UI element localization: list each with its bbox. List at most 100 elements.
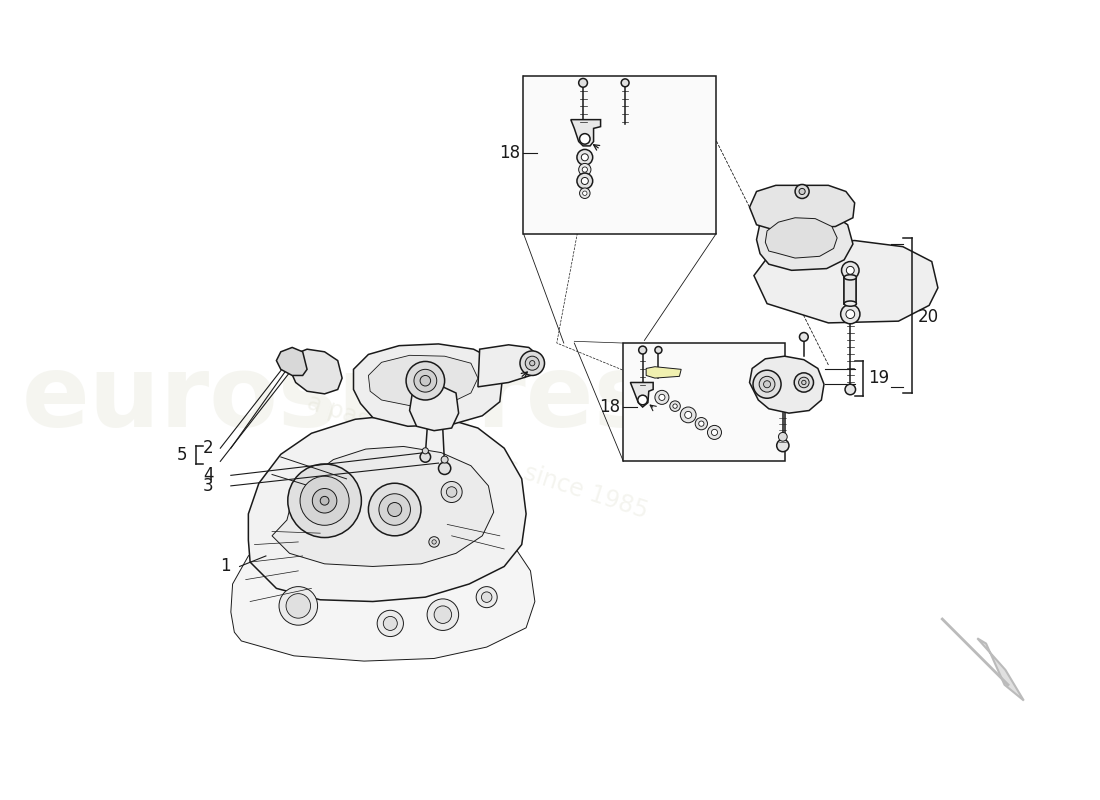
Circle shape <box>695 418 707 430</box>
Bar <box>624 343 785 462</box>
Text: 3: 3 <box>202 477 213 495</box>
Text: 20: 20 <box>917 308 939 326</box>
Circle shape <box>429 537 439 547</box>
Polygon shape <box>749 186 855 229</box>
Circle shape <box>638 395 648 405</box>
Circle shape <box>420 452 430 462</box>
Circle shape <box>286 594 310 618</box>
Polygon shape <box>571 120 601 146</box>
Circle shape <box>763 381 771 388</box>
Circle shape <box>576 150 593 165</box>
Polygon shape <box>646 366 681 378</box>
Circle shape <box>320 496 329 505</box>
Circle shape <box>378 494 410 526</box>
Circle shape <box>420 375 430 386</box>
Circle shape <box>383 617 397 630</box>
Polygon shape <box>766 218 837 258</box>
Polygon shape <box>754 241 938 323</box>
Circle shape <box>582 167 587 172</box>
Circle shape <box>422 448 428 454</box>
Circle shape <box>579 163 591 176</box>
Circle shape <box>799 378 810 388</box>
Circle shape <box>799 189 805 194</box>
Circle shape <box>659 394 666 401</box>
Circle shape <box>441 456 448 463</box>
Circle shape <box>779 433 788 441</box>
Circle shape <box>377 610 404 637</box>
Circle shape <box>447 486 456 498</box>
Polygon shape <box>757 207 852 270</box>
Polygon shape <box>477 345 541 387</box>
Text: 18: 18 <box>598 398 620 416</box>
Circle shape <box>432 540 437 544</box>
Polygon shape <box>288 349 342 394</box>
Text: 18: 18 <box>499 144 520 162</box>
Circle shape <box>684 411 692 418</box>
Bar <box>524 76 716 234</box>
Polygon shape <box>276 347 307 375</box>
Circle shape <box>525 356 539 370</box>
Circle shape <box>279 586 318 625</box>
Ellipse shape <box>844 301 857 306</box>
Circle shape <box>842 262 859 279</box>
Text: 4: 4 <box>202 466 213 484</box>
Text: a passion for parts since 1985: a passion for parts since 1985 <box>305 390 651 523</box>
Circle shape <box>434 606 452 623</box>
Text: 5: 5 <box>176 446 187 464</box>
Circle shape <box>654 390 669 404</box>
Circle shape <box>312 489 337 513</box>
Polygon shape <box>409 387 459 430</box>
Circle shape <box>406 362 444 400</box>
Text: 2: 2 <box>202 439 213 457</box>
Circle shape <box>840 305 860 324</box>
Circle shape <box>300 476 349 526</box>
Circle shape <box>439 462 451 474</box>
Circle shape <box>581 178 589 185</box>
Circle shape <box>288 464 362 538</box>
Circle shape <box>414 370 437 392</box>
Polygon shape <box>749 356 824 413</box>
Circle shape <box>754 370 781 398</box>
Circle shape <box>802 380 806 385</box>
Circle shape <box>846 310 855 318</box>
Circle shape <box>680 407 696 422</box>
Circle shape <box>777 439 789 452</box>
Circle shape <box>673 404 678 408</box>
Polygon shape <box>368 355 477 406</box>
Circle shape <box>482 592 492 602</box>
Polygon shape <box>249 415 526 602</box>
Circle shape <box>576 173 593 189</box>
Circle shape <box>621 79 629 86</box>
Circle shape <box>580 188 590 198</box>
Circle shape <box>639 346 647 354</box>
Circle shape <box>794 373 814 392</box>
Circle shape <box>387 502 402 517</box>
Polygon shape <box>630 382 653 407</box>
Circle shape <box>476 586 497 608</box>
Circle shape <box>795 185 810 198</box>
Circle shape <box>583 191 587 195</box>
Circle shape <box>580 134 590 144</box>
Circle shape <box>759 376 774 392</box>
Circle shape <box>670 401 680 411</box>
Circle shape <box>712 430 717 435</box>
Circle shape <box>846 266 855 274</box>
Circle shape <box>427 599 459 630</box>
Circle shape <box>579 78 587 87</box>
Ellipse shape <box>844 274 857 280</box>
Polygon shape <box>272 446 494 566</box>
Circle shape <box>707 426 722 439</box>
Circle shape <box>845 384 856 394</box>
Circle shape <box>698 421 704 426</box>
Circle shape <box>529 361 535 366</box>
Polygon shape <box>231 514 535 661</box>
Circle shape <box>654 346 662 354</box>
Bar <box>844 278 857 304</box>
Text: 19: 19 <box>868 369 889 387</box>
Circle shape <box>581 154 589 161</box>
Polygon shape <box>977 638 1024 701</box>
Text: 1: 1 <box>220 558 231 575</box>
Circle shape <box>368 483 421 536</box>
Circle shape <box>800 333 808 342</box>
Circle shape <box>441 482 462 502</box>
